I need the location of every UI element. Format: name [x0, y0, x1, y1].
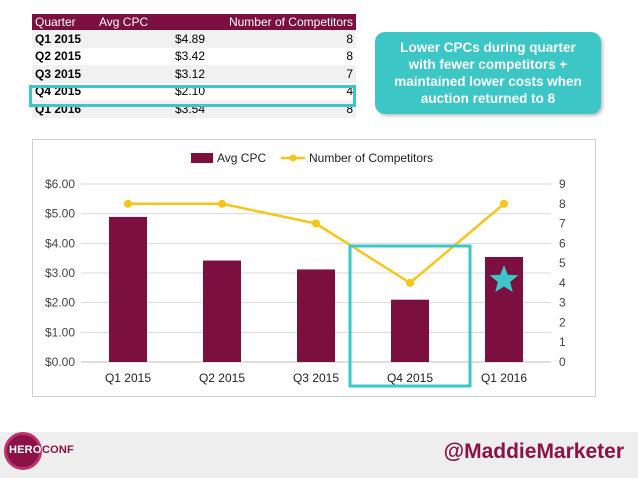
table-header-row: Quarter Avg CPC Number of Competitors [32, 14, 356, 30]
x-axis-category-label: Q1 2015 [105, 371, 151, 385]
left-axis-tick-label: $6.00 [45, 177, 75, 191]
row-highlight-box [29, 85, 356, 107]
cell-avg-cpc: $3.42 [96, 47, 208, 65]
left-axis-tick-label: $3.00 [45, 266, 75, 280]
right-axis-tick-label: 1 [559, 335, 566, 349]
legend-swatch-competitors-point [289, 154, 297, 162]
right-axis-tick-label: 9 [559, 177, 566, 191]
combo-chart: $0.00 $1.00 $2.00 $3.00 $4.00 $5.00 $6.00 0 1 2 3 4… [45, 151, 566, 388]
right-axis-tick-label: 7 [559, 217, 566, 231]
table-row: Q3 2015 $3.12 7 [32, 65, 356, 83]
table-row: Q2 2015 $3.42 8 [32, 47, 356, 65]
data-table: Quarter Avg CPC Number of Competitors Q1… [32, 14, 356, 118]
left-axis-tick-label: $0.00 [45, 355, 75, 369]
table-row: Q1 2015 $4.89 8 [32, 30, 356, 48]
cell-quarter: Q1 2015 [32, 30, 96, 48]
right-axis-tick-label: 5 [559, 256, 566, 270]
right-axis-tick-label: 3 [559, 296, 566, 310]
star-icon [489, 265, 519, 293]
x-axis-category-label: Q2 2015 [199, 371, 245, 385]
footer-bar [0, 432, 638, 478]
x-axis-category-label: Q3 2015 [293, 371, 339, 385]
legend-label-competitors: Number of Competitors [309, 151, 433, 165]
point-competitors [218, 199, 226, 208]
cell-competitors: 8 [208, 30, 356, 48]
bar-avg-cpc [297, 269, 335, 362]
bar-avg-cpc [391, 299, 429, 362]
point-competitors [406, 278, 414, 287]
x-axis-category-label: Q1 2016 [481, 371, 527, 385]
right-axis-tick-label: 8 [559, 197, 566, 211]
point-competitors [124, 199, 132, 208]
right-axis-tick-label: 6 [559, 236, 566, 250]
bar-avg-cpc [203, 260, 241, 362]
bar-avg-cpc [109, 216, 147, 362]
left-axis-tick-label: $1.00 [45, 325, 75, 339]
callout-text: Lower CPCs during quarter with fewer com… [394, 40, 582, 106]
point-competitors [312, 219, 320, 228]
left-axis-tick-label: $2.00 [45, 296, 75, 310]
logo-text-conf: CONF [42, 444, 74, 456]
twitter-handle: @MaddieMarketer [443, 440, 624, 463]
cell-competitors: 8 [208, 47, 356, 65]
legend-swatch-avg-cpc [191, 153, 213, 163]
header-competitors: Number of Competitors [208, 14, 356, 30]
left-axis-tick-label: $5.00 [45, 207, 75, 221]
heroconf-logo-icon [4, 432, 42, 470]
cell-quarter: Q3 2015 [32, 65, 96, 83]
right-axis-tick-label: 2 [559, 315, 566, 329]
header-avg-cpc: Avg CPC [96, 14, 208, 30]
logo-text-hero: HERO [9, 444, 42, 456]
callout-box: Lower CPCs during quarter with fewer com… [375, 32, 601, 114]
x-axis-category-label: Q4 2015 [387, 371, 433, 385]
legend-label-avg-cpc: Avg CPC [217, 151, 266, 165]
left-axis-tick-label: $4.00 [45, 236, 75, 250]
cell-avg-cpc: $3.12 [96, 65, 208, 83]
point-competitors [500, 199, 508, 208]
chart-area: $0.00 $1.00 $2.00 $3.00 $4.00 $5.00 $6.00 0 1 2 3 4… [32, 139, 596, 397]
cell-quarter: Q2 2015 [32, 47, 96, 65]
header-quarter: Quarter [32, 14, 96, 30]
cell-competitors: 7 [208, 65, 356, 83]
highlight-box [348, 244, 472, 388]
right-axis-tick-label: 4 [559, 276, 566, 290]
cell-avg-cpc: $4.89 [96, 30, 208, 48]
right-axis-tick-label: 0 [559, 355, 566, 369]
